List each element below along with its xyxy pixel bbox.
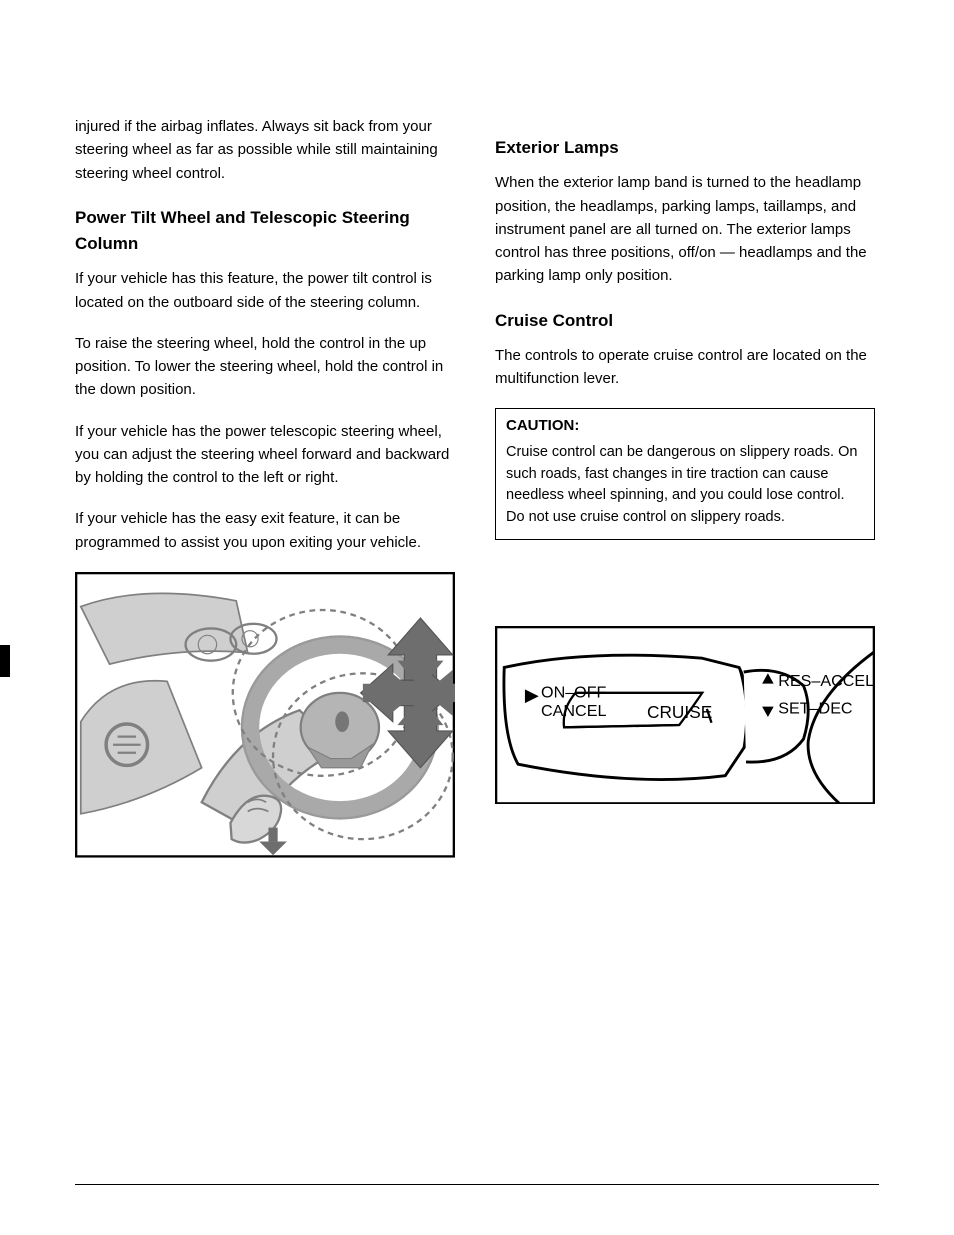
figure-steering-adjust — [75, 572, 455, 865]
heading-exterior-lamps: Exterior Lamps — [495, 135, 875, 161]
caution-title: CAUTION: — [506, 415, 864, 438]
para-power-telescopic: If your vehicle has the power telescopic… — [75, 420, 455, 490]
para-exterior-lamps: When the exterior lamp band is turned to… — [495, 171, 875, 287]
section-side-tab — [0, 645, 10, 677]
heading-power-tilt: Power Tilt Wheel and Telescopic Steering… — [75, 205, 455, 258]
label-onoff: ON–OFF — [541, 683, 606, 701]
spacer — [495, 554, 875, 614]
para-power-updown: To raise the steering wheel, hold the co… — [75, 332, 455, 402]
content-columns: injured if the airbag inflates. Always s… — [75, 115, 875, 865]
footer-rule — [75, 1184, 879, 1185]
caution-body: Cruise control can be dangerous on slipp… — [506, 442, 864, 529]
page: injured if the airbag inflates. Always s… — [0, 0, 954, 1235]
caution-callout: CAUTION: Cruise control can be dangerous… — [495, 408, 875, 540]
steering-illustration-svg — [75, 572, 455, 858]
figure-cruise-lever: ON–OFF CANCEL CRUISE RES–ACCEL SET–DEC — [495, 626, 875, 812]
para-power-intro: If your vehicle has this feature, the po… — [75, 267, 455, 314]
left-column: injured if the airbag inflates. Always s… — [75, 115, 455, 865]
label-res-accel: RES–ACCEL — [778, 672, 874, 690]
heading-cruise-control: Cruise Control — [495, 308, 875, 334]
para-power-exit: If your vehicle has the easy exit featur… — [75, 507, 455, 554]
label-cancel: CANCEL — [541, 702, 606, 720]
para-airbag-cont: injured if the airbag inflates. Always s… — [75, 115, 455, 185]
label-cruise: CRUISE — [647, 702, 712, 722]
cruise-lever-svg: ON–OFF CANCEL CRUISE RES–ACCEL SET–DEC — [495, 626, 875, 804]
para-cruise-intro: The controls to operate cruise control a… — [495, 344, 875, 391]
right-column: Exterior Lamps When the exterior lamp ba… — [495, 115, 875, 865]
label-set-dec: SET–DEC — [778, 699, 853, 717]
